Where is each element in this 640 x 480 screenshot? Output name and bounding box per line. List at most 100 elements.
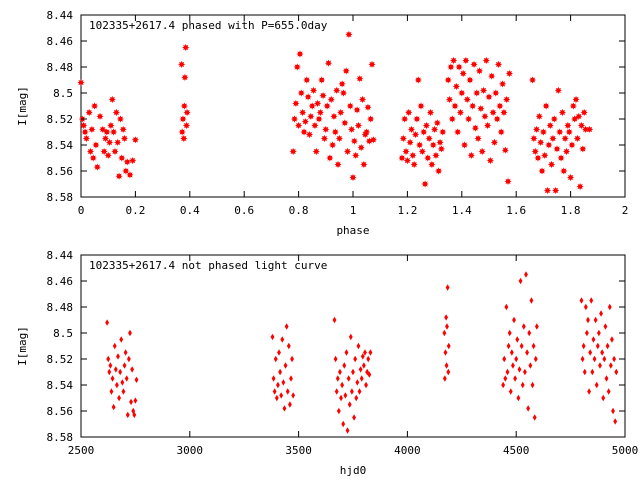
data-point [297,89,305,97]
data-point [429,141,437,149]
data-point [587,388,592,395]
data-point [301,118,309,126]
data-point [307,112,315,120]
data-point [488,72,496,80]
data-point [432,151,440,159]
data-point [327,95,335,104]
data-point [445,323,449,330]
data-point [399,134,407,143]
data-point [290,115,299,123]
data-point [299,108,307,117]
data-point [130,366,135,373]
y-tick-label: 8.46 [47,35,74,48]
data-point [565,128,573,136]
data-point [475,67,484,75]
data-point [579,297,584,304]
data-point [86,147,95,156]
data-point [583,303,588,311]
data-point [564,121,572,130]
data-point [611,407,615,415]
data-point [296,50,304,58]
data-point [521,323,526,330]
data-point [486,157,494,165]
data-point [126,355,131,363]
data-point [354,394,359,402]
y-tick-label: 8.48 [47,301,74,314]
data-point [96,112,104,120]
data-point [285,388,290,395]
data-point [497,128,505,136]
data-point [528,362,533,369]
data-point [303,76,311,84]
data-point [118,154,126,162]
data-point [436,138,444,146]
data-point [519,342,524,350]
x-tick-label: 1 [350,204,357,217]
data-point [326,154,334,162]
plot-frame [80,254,626,438]
data-point [477,105,485,113]
data-point [280,336,285,343]
data-point [586,125,594,133]
data-point [309,86,318,94]
data-point [579,145,587,153]
x-tick-label: 0.8 [289,204,309,217]
data-point [119,336,124,343]
data-point [543,186,552,195]
data-point [590,368,595,376]
x-tick-label: 5000 [612,444,639,457]
data-point [500,108,508,117]
data-point [334,388,339,395]
data-point [437,145,445,153]
x-tick-label: 3000 [177,444,204,457]
data-point [335,134,343,143]
data-point [276,381,280,389]
data-point [501,381,506,389]
data-point [575,112,583,120]
data-point [598,362,602,369]
data-point [594,381,599,389]
data-point [128,329,132,337]
data-point [82,134,91,143]
data-point [537,138,545,146]
data-point [525,349,529,356]
data-point [442,329,447,337]
y-tick-label: 8.5 [53,87,73,100]
data-point [448,115,456,123]
data-point [451,102,459,110]
data-point [459,69,467,78]
data-point [336,407,341,415]
data-point [124,375,129,382]
data-point [612,355,617,363]
data-point [279,392,284,399]
data-point [132,411,137,419]
data-point [112,108,120,117]
data-point [353,355,358,363]
data-point [549,134,557,143]
data-point [286,342,291,350]
data-point [272,388,277,395]
data-point [81,128,89,136]
data-point [416,141,424,149]
x-tick-label: 3500 [285,444,312,457]
data-point [107,121,115,130]
data-point [604,375,609,382]
data-point [499,80,507,88]
x-tick-label: 1.4 [452,204,472,217]
data-point [125,411,130,419]
data-point [88,125,96,133]
data-point [118,368,123,376]
data-point [469,102,477,110]
y-tick-label: 8.56 [47,405,74,418]
data-point [311,121,319,130]
data-point [113,366,118,373]
data-point [180,102,188,110]
data-point [364,381,368,389]
data-point [508,388,513,395]
x-tick-label: 2500 [68,444,95,457]
data-point [605,342,610,350]
data-point [492,89,500,97]
y-tick-label: 8.52 [47,113,74,126]
y-tick-label: 8.58 [47,191,74,204]
